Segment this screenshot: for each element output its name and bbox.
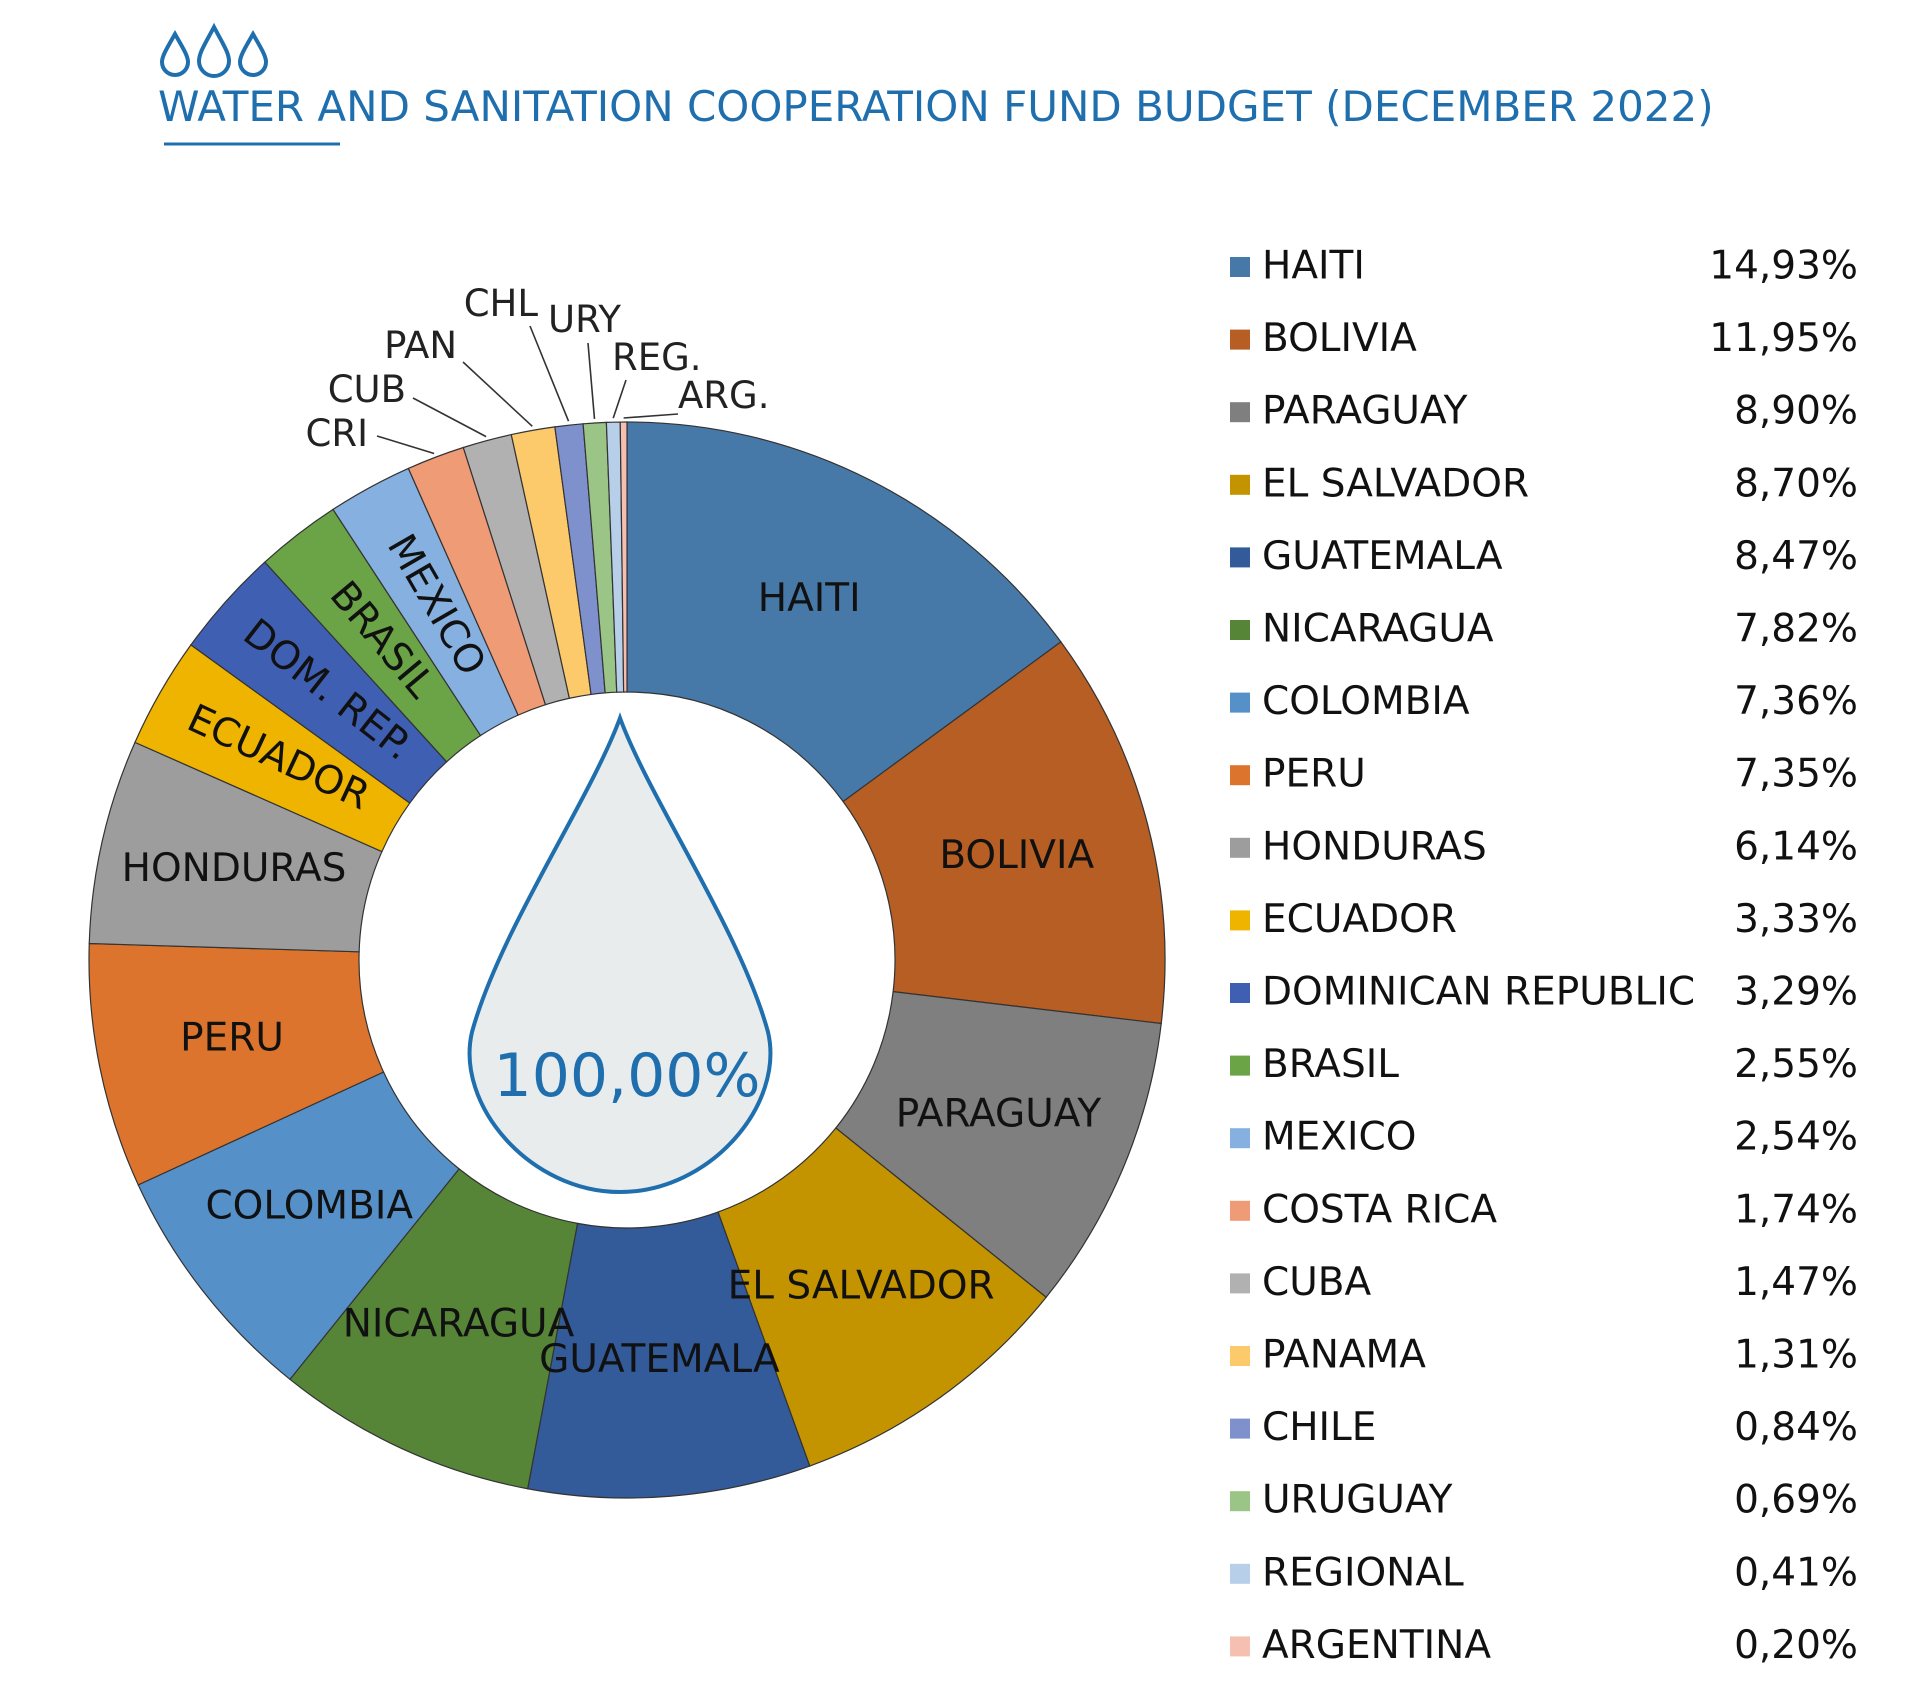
legend-swatch-peru — [1230, 765, 1250, 786]
legend-label-argentina: ARGENTINA — [1262, 1623, 1491, 1668]
slice-label-cuba: CUB — [328, 368, 406, 411]
legend-swatch-guatemala — [1230, 547, 1250, 568]
slice-label-argentina: ARG. — [678, 374, 769, 417]
legend-swatch-paraguay — [1230, 402, 1250, 423]
legend-label-dominican-republic: DOMINICAN REPUBLIC — [1262, 970, 1695, 1015]
legend-swatch-honduras — [1230, 837, 1250, 858]
slice-label-peru: PERU — [180, 1016, 284, 1061]
legend-value-brasil: 2,55% — [1734, 1042, 1858, 1087]
legend-value-nicaragua: 7,82% — [1734, 607, 1858, 652]
slice-label-nicaragua: NICARAGUA — [343, 1302, 575, 1347]
legend-label-peru: PERU — [1262, 752, 1366, 797]
legend-value-chile: 0,84% — [1734, 1405, 1858, 1450]
legend-label-el-salvador: EL SALVADOR — [1262, 461, 1529, 506]
slice-label-uruguay: URY — [548, 298, 621, 341]
slice-label-panama: PAN — [384, 324, 457, 367]
legend-swatch-mexico — [1230, 1128, 1250, 1149]
leader-lines — [376, 325, 679, 455]
slice-label-regional: REG. — [612, 336, 702, 379]
donut-slice-paraguay — [834, 990, 1162, 1299]
legend-value-paraguay: 8,90% — [1734, 389, 1858, 434]
legend-value-regional: 0,41% — [1734, 1550, 1858, 1595]
legend-swatch-panama — [1230, 1346, 1250, 1366]
legend-label-ecuador: ECUADOR — [1262, 897, 1457, 942]
donut-slice-haiti — [626, 421, 1062, 803]
legend-label-panama: PANAMA — [1262, 1333, 1426, 1378]
legend-swatch-dominican-republic — [1230, 983, 1250, 1003]
slice-label-el-salvador: EL SALVADOR — [728, 1264, 995, 1309]
legend-swatch-colombia — [1230, 692, 1250, 713]
legend-value-colombia: 7,36% — [1734, 679, 1858, 724]
legend-value-cuba: 1,47% — [1734, 1260, 1858, 1305]
slice-label-chile: CHL — [464, 282, 539, 325]
legend-label-brasil: BRASIL — [1262, 1042, 1399, 1087]
legend-swatch-costa-rica — [1230, 1200, 1250, 1221]
legend-swatch-regional — [1230, 1563, 1250, 1584]
slice-label-costa-rica: CRI — [306, 412, 368, 455]
legend-label-chile: CHILE — [1262, 1405, 1376, 1450]
slice-label-guatemala: GUATEMALA — [539, 1337, 780, 1382]
legend-value-honduras: 6,14% — [1734, 824, 1858, 869]
legend-swatch-chile — [1230, 1418, 1250, 1439]
legend-label-nicaragua: NICARAGUA — [1262, 607, 1494, 652]
legend-swatch-bolivia — [1230, 329, 1250, 350]
legend-label-colombia: COLOMBIA — [1262, 679, 1470, 724]
legend: HAITI 14,93% BOLIVIA 11,95% PARAGUAY 8,90% EL … — [1230, 244, 1858, 1668]
leader-line-uruguay — [587, 342, 596, 420]
leader-line-costa-rica — [376, 435, 435, 455]
legend-label-guatemala: GUATEMALA — [1262, 534, 1503, 579]
legend-value-uruguay: 0,69% — [1734, 1478, 1858, 1523]
legend-label-haiti: HAITI — [1262, 244, 1365, 289]
donut-slice-bolivia — [842, 641, 1166, 1025]
legend-value-el-salvador: 8,70% — [1734, 461, 1858, 506]
donut-slice-argentina — [619, 421, 628, 693]
slice-label-paraguay: PARAGUAY — [896, 1092, 1102, 1137]
legend-swatch-uruguay — [1230, 1491, 1250, 1512]
legend-swatch-argentina — [1230, 1636, 1250, 1657]
leader-line-chile — [529, 325, 570, 422]
legend-label-costa-rica: COSTA RICA — [1262, 1187, 1497, 1232]
legend-label-mexico: MEXICO — [1262, 1115, 1416, 1160]
slice-label-haiti: HAITI — [758, 576, 861, 621]
legend-value-dominican-republic: 3,29% — [1734, 970, 1858, 1015]
leader-line-argentina — [623, 413, 679, 419]
center-total-label: 100,00% — [494, 1041, 761, 1111]
legend-swatch-haiti — [1230, 257, 1250, 277]
three-water-drops-icon — [159, 22, 269, 78]
legend-value-guatemala: 8,47% — [1734, 534, 1858, 579]
legend-swatch-cuba — [1230, 1273, 1250, 1294]
water-drop-icon — [467, 712, 773, 1195]
legend-label-paraguay: PARAGUAY — [1262, 389, 1468, 434]
legend-swatch-brasil — [1230, 1055, 1250, 1076]
legend-label-bolivia: BOLIVIA — [1262, 316, 1417, 361]
donut-slices — [88, 421, 1166, 1499]
legend-value-argentina: 0,20% — [1734, 1623, 1858, 1668]
legend-value-haiti: 14,93% — [1709, 244, 1858, 289]
legend-swatch-ecuador — [1230, 910, 1250, 931]
slice-label-colombia: COLOMBIA — [205, 1183, 413, 1228]
legend-value-costa-rica: 1,74% — [1734, 1187, 1858, 1232]
slice-label-honduras: HONDURAS — [122, 846, 347, 891]
legend-label-regional: REGIONAL — [1262, 1550, 1464, 1595]
leader-line-panama — [462, 361, 533, 427]
legend-value-mexico: 2,54% — [1734, 1115, 1858, 1160]
legend-label-honduras: HONDURAS — [1262, 824, 1487, 869]
legend-value-bolivia: 11,95% — [1709, 316, 1858, 361]
legend-value-ecuador: 3,33% — [1734, 897, 1858, 942]
legend-value-panama: 1,31% — [1734, 1333, 1858, 1378]
chart-title: WATER AND SANITATION COOPERATION FUND BU… — [158, 82, 1714, 131]
leader-line-cuba — [412, 397, 487, 438]
legend-label-uruguay: URUGUAY — [1262, 1478, 1453, 1523]
donut-slice-el-salvador — [717, 1127, 1048, 1467]
slice-label-bolivia: BOLIVIA — [939, 833, 1094, 878]
legend-value-peru: 7,35% — [1734, 752, 1858, 797]
legend-label-cuba: CUBA — [1262, 1260, 1372, 1305]
legend-swatch-nicaragua — [1230, 620, 1250, 640]
legend-swatch-el-salvador — [1230, 474, 1250, 495]
leader-line-regional — [612, 379, 627, 419]
